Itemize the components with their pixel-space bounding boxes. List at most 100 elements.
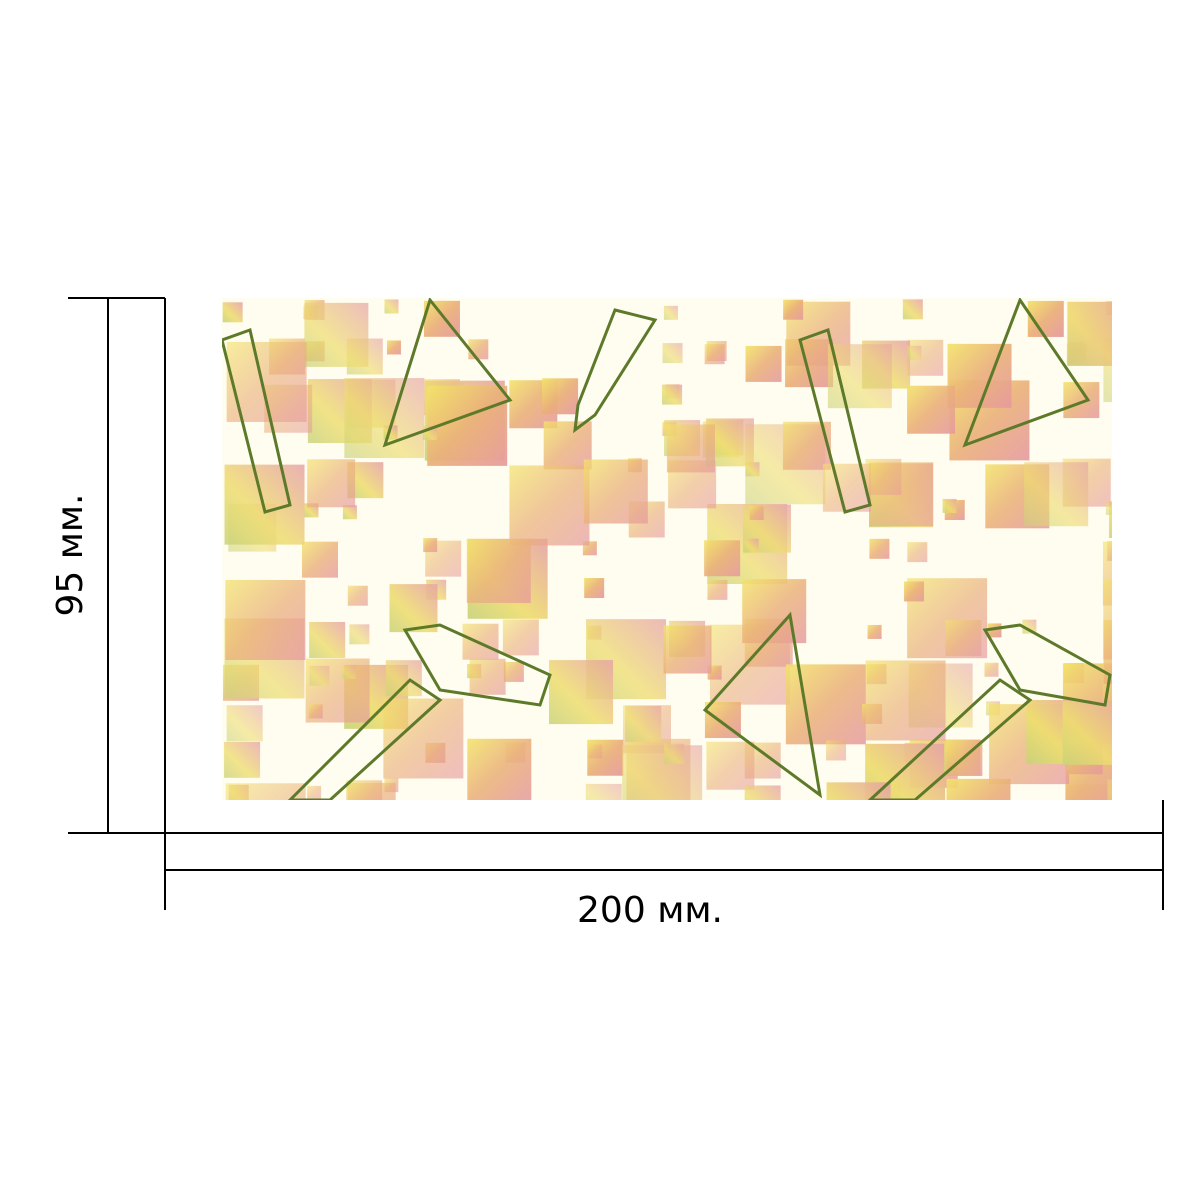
pattern-square bbox=[225, 783, 306, 800]
pattern-square bbox=[984, 662, 999, 677]
pencil bbox=[982, 623, 1112, 707]
pattern-square bbox=[342, 664, 357, 679]
pattern-square bbox=[745, 345, 782, 382]
pattern-square bbox=[423, 538, 438, 553]
pattern-square bbox=[947, 343, 1012, 408]
pattern-square bbox=[904, 581, 925, 602]
pattern-square bbox=[349, 624, 370, 645]
pattern-square bbox=[1067, 301, 1112, 366]
pattern-square bbox=[749, 505, 764, 520]
triangle bbox=[702, 611, 823, 799]
doodles bbox=[222, 298, 1112, 800]
pattern-square bbox=[663, 305, 678, 320]
pattern-square bbox=[383, 698, 464, 779]
pattern-square bbox=[625, 705, 662, 742]
pattern-square bbox=[307, 459, 356, 508]
pattern-square bbox=[662, 343, 683, 364]
pattern-square bbox=[827, 344, 892, 409]
pattern-square bbox=[389, 584, 438, 633]
pattern-square bbox=[1062, 700, 1112, 765]
pattern-square bbox=[385, 660, 422, 697]
pattern-square bbox=[744, 538, 759, 553]
pattern-square bbox=[509, 465, 590, 546]
pattern-square bbox=[869, 538, 890, 559]
pattern-square bbox=[588, 744, 603, 759]
pattern-square bbox=[826, 782, 891, 800]
pattern-square bbox=[467, 738, 532, 800]
pattern-square bbox=[542, 378, 579, 415]
pattern-square bbox=[865, 458, 902, 495]
pattern-square bbox=[347, 585, 368, 606]
pattern-square bbox=[1107, 540, 1112, 561]
pencil bbox=[573, 308, 658, 434]
pattern-square bbox=[662, 384, 683, 405]
pattern-square bbox=[309, 621, 346, 658]
pattern-square bbox=[224, 741, 261, 778]
ruler bbox=[798, 328, 872, 514]
pattern-square bbox=[1103, 338, 1112, 403]
pattern-square bbox=[543, 421, 592, 470]
pattern-square bbox=[1063, 382, 1100, 419]
pattern-square bbox=[1102, 663, 1112, 744]
pattern-square bbox=[583, 459, 648, 524]
pattern-square bbox=[346, 780, 383, 800]
pattern-square bbox=[945, 620, 982, 657]
pattern-square bbox=[946, 778, 1011, 800]
pattern-square bbox=[226, 705, 263, 742]
width-label: 200 мм. bbox=[577, 890, 723, 931]
pattern-square bbox=[822, 463, 871, 512]
pattern-square bbox=[664, 743, 685, 764]
pattern-square bbox=[1103, 579, 1112, 660]
pattern-square bbox=[503, 661, 524, 682]
pattern-square bbox=[549, 660, 614, 725]
pattern-square bbox=[783, 299, 804, 320]
pattern-square bbox=[304, 302, 369, 367]
pattern-square bbox=[502, 619, 539, 656]
pattern-square bbox=[309, 665, 330, 686]
pattern-square bbox=[902, 299, 923, 320]
pattern-square bbox=[942, 498, 957, 513]
triangle bbox=[382, 298, 513, 448]
pattern-square bbox=[1107, 779, 1112, 800]
pattern-square bbox=[666, 424, 715, 473]
ruler bbox=[222, 328, 292, 514]
pattern-square bbox=[386, 340, 401, 355]
pattern-square bbox=[907, 345, 922, 360]
pencil bbox=[402, 623, 552, 707]
pattern-square bbox=[1103, 620, 1112, 685]
pattern-square bbox=[706, 341, 727, 362]
pattern-square bbox=[826, 740, 847, 761]
pattern-square bbox=[907, 385, 956, 434]
pattern-square bbox=[704, 540, 741, 577]
pattern-square bbox=[867, 624, 882, 639]
pattern-square bbox=[384, 778, 399, 793]
pattern-square bbox=[1024, 462, 1089, 527]
pattern-square bbox=[222, 302, 243, 323]
pattern-square bbox=[1022, 619, 1037, 634]
pattern-square bbox=[462, 623, 499, 660]
pattern-square bbox=[707, 579, 728, 600]
pattern-square bbox=[1102, 541, 1112, 606]
pattern-square bbox=[585, 783, 622, 800]
pattern-square bbox=[225, 579, 306, 660]
pattern-square bbox=[1105, 500, 1112, 515]
pattern-square bbox=[907, 542, 928, 563]
triangle bbox=[962, 298, 1091, 448]
pattern-square bbox=[1109, 501, 1112, 538]
ruler bbox=[287, 678, 443, 800]
pattern-square bbox=[302, 541, 339, 578]
pattern-square bbox=[622, 745, 703, 800]
pattern-square bbox=[384, 299, 399, 314]
pattern-square bbox=[469, 658, 506, 695]
ruler bbox=[867, 678, 1033, 800]
pattern bbox=[222, 298, 1112, 800]
pattern-square bbox=[744, 785, 781, 800]
pattern-square bbox=[342, 505, 357, 520]
pattern-square bbox=[308, 704, 323, 719]
height-label: 95 мм. bbox=[50, 493, 91, 616]
pattern-square bbox=[865, 660, 946, 741]
pattern-square bbox=[307, 785, 322, 800]
pattern-square bbox=[663, 625, 712, 674]
pattern-square bbox=[706, 741, 755, 790]
